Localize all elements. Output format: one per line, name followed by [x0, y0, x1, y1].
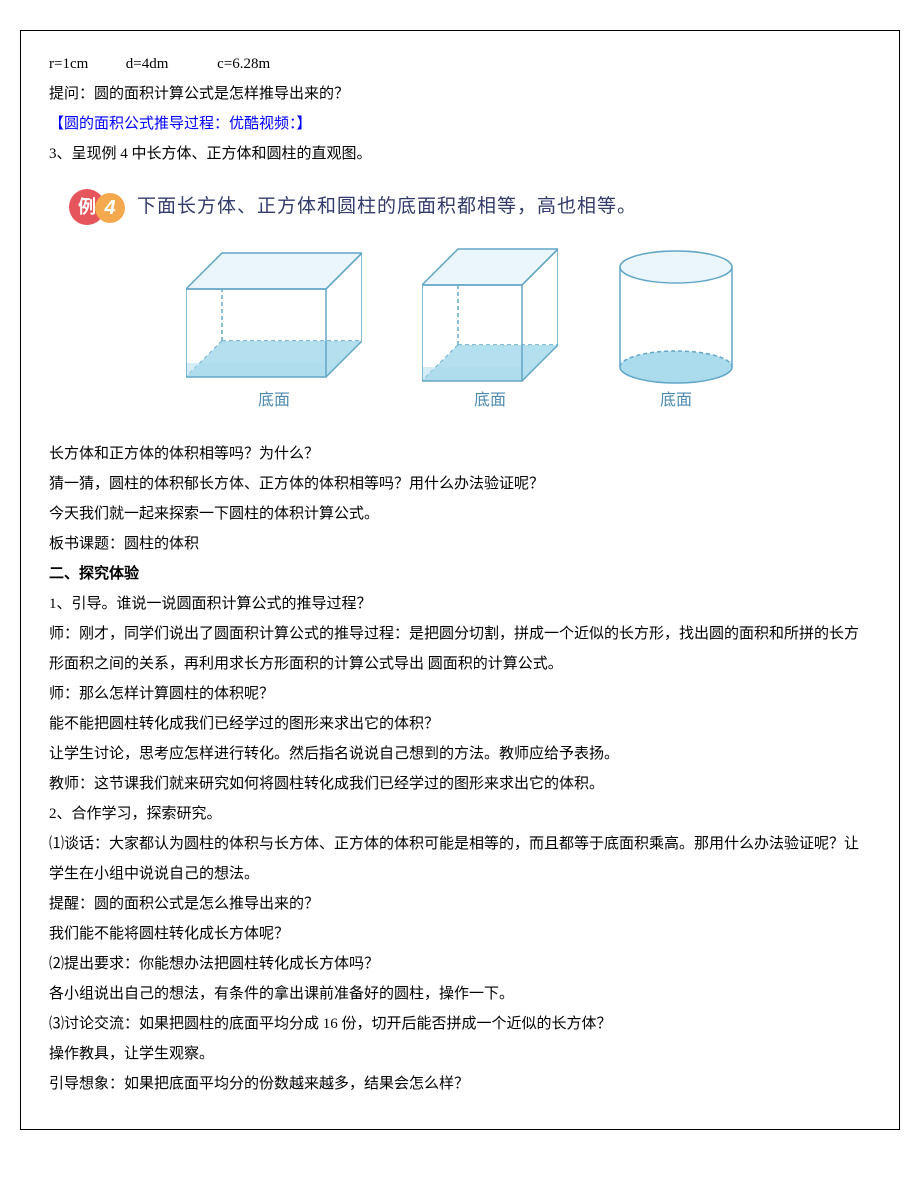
params-text: r=1cm d=4dm c=6.28m [49, 56, 270, 72]
body-p12: 各小组说出自己的想法，有条件的拿出课前准备好的圆柱，操作一下。 [49, 979, 871, 1009]
body-p14: 操作教具，让学生观察。 [49, 1039, 871, 1069]
mid-l4: 板书课题：圆柱的体积 [49, 529, 871, 559]
document-page: r=1cm d=4dm c=6.28m 提问：圆的面积计算公式是怎样推导出来的？… [20, 30, 900, 1130]
mid-l2: 猜一猜，圆柱的体积郁长方体、正方体的体积相等吗？用什么办法验证呢？ [49, 469, 871, 499]
badge-orange-icon: 4 [95, 193, 125, 223]
body-p2: 师：刚才，同学们说出了圆面积计算公式的推导过程：是把圆分切割，拼成一个近似的长方… [49, 619, 871, 679]
body-p9: 提醒：圆的面积公式是怎么推导出来的？ [49, 889, 871, 919]
example-title: 下面长方体、正方体和圆柱的底面积都相等，高也相等。 [137, 188, 637, 226]
body-p15: 引导想象：如果把底面平均分的份数越来越多，结果会怎么样？ [49, 1069, 871, 1099]
cylinder-shape: 底面 [618, 249, 734, 417]
video-link[interactable]: 【圆的面积公式推导过程：优酷视频：】 [49, 109, 871, 139]
body-p4: 能不能把圆柱转化成我们已经学过的图形来求出它的体积？ [49, 709, 871, 739]
cuboid-base-label: 底面 [186, 385, 362, 417]
example-badge: 例 4 [69, 187, 129, 227]
cube-base-label: 底面 [422, 385, 558, 417]
body-p5: 让学生讨论，思考应怎样进行转化。然后指名说说自己想到的方法。教师应给予表扬。 [49, 739, 871, 769]
body-p6: 教师：这节课我们就来研究如何将圆柱转化成我们已经学过的图形来求出它的体积。 [49, 769, 871, 799]
body-p7: 2、合作学习，探索研究。 [49, 799, 871, 829]
params-line: r=1cm d=4dm c=6.28m [49, 49, 871, 79]
cylinder-base-label: 底面 [618, 385, 734, 417]
body-p3: 师：那么怎样计算圆柱的体积呢？ [49, 679, 871, 709]
cube-shape: 底面 [422, 245, 558, 417]
body-p10: 我们能不能将圆柱转化成长方体呢？ [49, 919, 871, 949]
question-area: 提问：圆的面积计算公式是怎样推导出来的？ [49, 79, 871, 109]
mid-l3: 今天我们就一起来探索一下圆柱的体积计算公式。 [49, 499, 871, 529]
body-p13: ⑶讨论交流：如果把圆柱的底面平均分成 16 份，切开后能否拼成一个近似的长方体？ [49, 1009, 871, 1039]
section-2-title: 二、探究体验 [49, 559, 871, 589]
item-3: 3、呈现例 4 中长方体、正方体和圆柱的直观图。 [49, 139, 871, 169]
cuboid-shape: 底面 [186, 245, 362, 417]
body-p11: ⑵提出要求：你能想办法把圆柱转化成长方体吗？ [49, 949, 871, 979]
body-p1: 1、引导。谁说一说圆面积计算公式的推导过程？ [49, 589, 871, 619]
example-header: 例 4 下面长方体、正方体和圆柱的底面积都相等，高也相等。 [69, 187, 871, 227]
shapes-row: 底面 底面 [49, 245, 871, 417]
body-p8: ⑴谈话：大家都认为圆柱的体积与长方体、正方体的体积可能是相等的，而且都等于底面积… [49, 829, 871, 889]
mid-l1: 长方体和正方体的体积相等吗？为什么？ [49, 439, 871, 469]
